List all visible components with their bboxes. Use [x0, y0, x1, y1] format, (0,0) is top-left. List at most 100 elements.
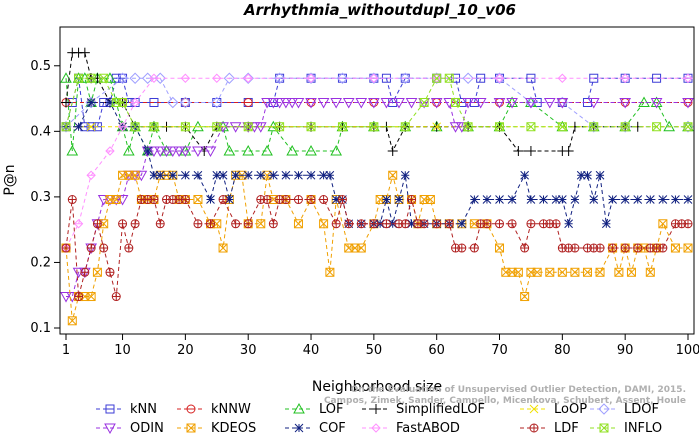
data-point-cof: [633, 195, 643, 204]
data-point-odin: [650, 97, 663, 109]
y-tick-label: 0.3: [30, 190, 51, 205]
legend-item-odin: ODIN: [96, 421, 164, 434]
data-point-kdeos: [130, 170, 140, 180]
data-point-ldf: [111, 292, 121, 302]
data-point-ldf: [683, 219, 693, 229]
data-point-cof: [231, 170, 240, 180]
x-tick-label: 60: [428, 343, 445, 358]
data-point-kdeos: [356, 243, 366, 253]
data-point-kdeos: [614, 267, 624, 277]
data-point-fastabod: [149, 73, 159, 83]
data-point-cof: [181, 170, 190, 180]
data-point-inflo: [118, 97, 128, 107]
data-point-odin: [166, 146, 179, 158]
data-point-kdeos: [670, 243, 680, 253]
legend-label: KDEOS: [211, 421, 256, 434]
data-point-ldf: [319, 195, 329, 205]
chart-title: Arrhythmia_withoutdupl_10_v06: [243, 1, 516, 19]
data-point-kdeos: [256, 219, 266, 229]
data-point-inflo: [275, 122, 285, 132]
data-point-fastabod: [73, 219, 84, 229]
x-tick-label: 90: [617, 343, 634, 358]
legend-swatch-marker: [104, 423, 116, 434]
data-point-simplifiedlof: [525, 146, 536, 156]
data-point-ldf: [149, 195, 159, 205]
data-point-ldf: [570, 243, 580, 253]
legend-label: SimplifiedLOF: [396, 402, 485, 417]
data-point-ldf: [180, 195, 190, 205]
data-point-simplifiedlof: [387, 146, 398, 156]
data-point-ldf: [633, 243, 643, 253]
series-layer: [60, 47, 694, 326]
data-point-cof: [86, 98, 96, 107]
data-point-lof: [242, 144, 255, 156]
data-point-kdeos: [218, 243, 228, 253]
legend-label: INFLO: [624, 421, 662, 434]
legend-label: COF: [319, 421, 346, 434]
data-point-inflo: [86, 73, 96, 83]
data-point-ldof: [493, 72, 506, 84]
data-point-cof: [520, 170, 530, 180]
legend-item-loop: LoOP: [520, 402, 587, 417]
data-point-inflo: [526, 122, 536, 132]
data-point-cof: [294, 170, 303, 180]
data-point-kdeos: [92, 267, 102, 277]
data-point-odin: [355, 97, 368, 109]
data-point-inflo: [149, 122, 159, 132]
data-point-odin: [267, 97, 280, 109]
series-line-fastabod: [65, 77, 688, 249]
series-cof: [61, 98, 693, 229]
data-point-ldof: [619, 121, 631, 133]
data-point-ldf: [155, 219, 165, 229]
x-tick-label: 40: [303, 343, 320, 358]
data-point-ldf: [400, 219, 410, 229]
data-point-odin: [204, 146, 217, 158]
data-point-ldf: [526, 219, 536, 229]
data-point-odin: [543, 97, 556, 109]
data-point-lof: [122, 144, 135, 156]
data-point-ldf: [67, 195, 77, 205]
legend-label: LOF: [319, 402, 344, 417]
data-point-kdeos: [293, 219, 303, 229]
data-point-cof: [583, 170, 592, 180]
data-point-ldf: [658, 243, 668, 253]
data-point-lof: [330, 144, 343, 156]
data-point-ldf: [551, 219, 561, 229]
legend-swatch-marker: [371, 404, 381, 414]
data-point-kdeos: [570, 267, 580, 277]
data-point-lof: [60, 72, 72, 83]
data-point-cof: [306, 170, 316, 180]
data-point-ldf: [218, 195, 228, 205]
data-point-ldf: [595, 243, 605, 253]
data-point-cof: [400, 170, 410, 180]
axes-layer: 1 10 20 30 40 50 60 70 80 90 100 0.1 0.2 0.3 0.4 0.5: [30, 59, 699, 358]
data-point-inflo: [180, 122, 190, 132]
series-line-cof: [66, 102, 688, 226]
data-point-ldof: [179, 96, 192, 109]
data-point-ldof: [368, 72, 380, 84]
data-point-cof: [539, 195, 548, 204]
data-point-cof: [168, 170, 178, 180]
x-tick-label: 80: [554, 343, 571, 358]
legend-label: kNNW: [211, 402, 251, 417]
data-point-odin: [261, 97, 273, 109]
x-tick-label: 30: [240, 343, 257, 358]
data-point-fastabod: [557, 73, 568, 83]
data-point-odin: [229, 122, 242, 133]
data-point-lof: [305, 144, 317, 156]
data-point-inflo: [463, 122, 473, 132]
data-point-cof: [495, 195, 504, 204]
data-point-fastabod: [130, 97, 140, 108]
data-point-odin: [462, 97, 474, 109]
data-point-cof: [570, 195, 580, 204]
legend-label: LDF: [554, 421, 579, 434]
data-point-kdeos: [513, 267, 523, 277]
data-point-ldf: [337, 195, 347, 205]
data-point-cof: [557, 195, 567, 204]
data-point-odin: [430, 97, 443, 109]
legend-item-ldof: LDOF: [590, 402, 659, 417]
data-point-ldf: [520, 243, 530, 253]
data-point-odin: [393, 97, 405, 109]
data-point-kdeos: [67, 316, 77, 326]
